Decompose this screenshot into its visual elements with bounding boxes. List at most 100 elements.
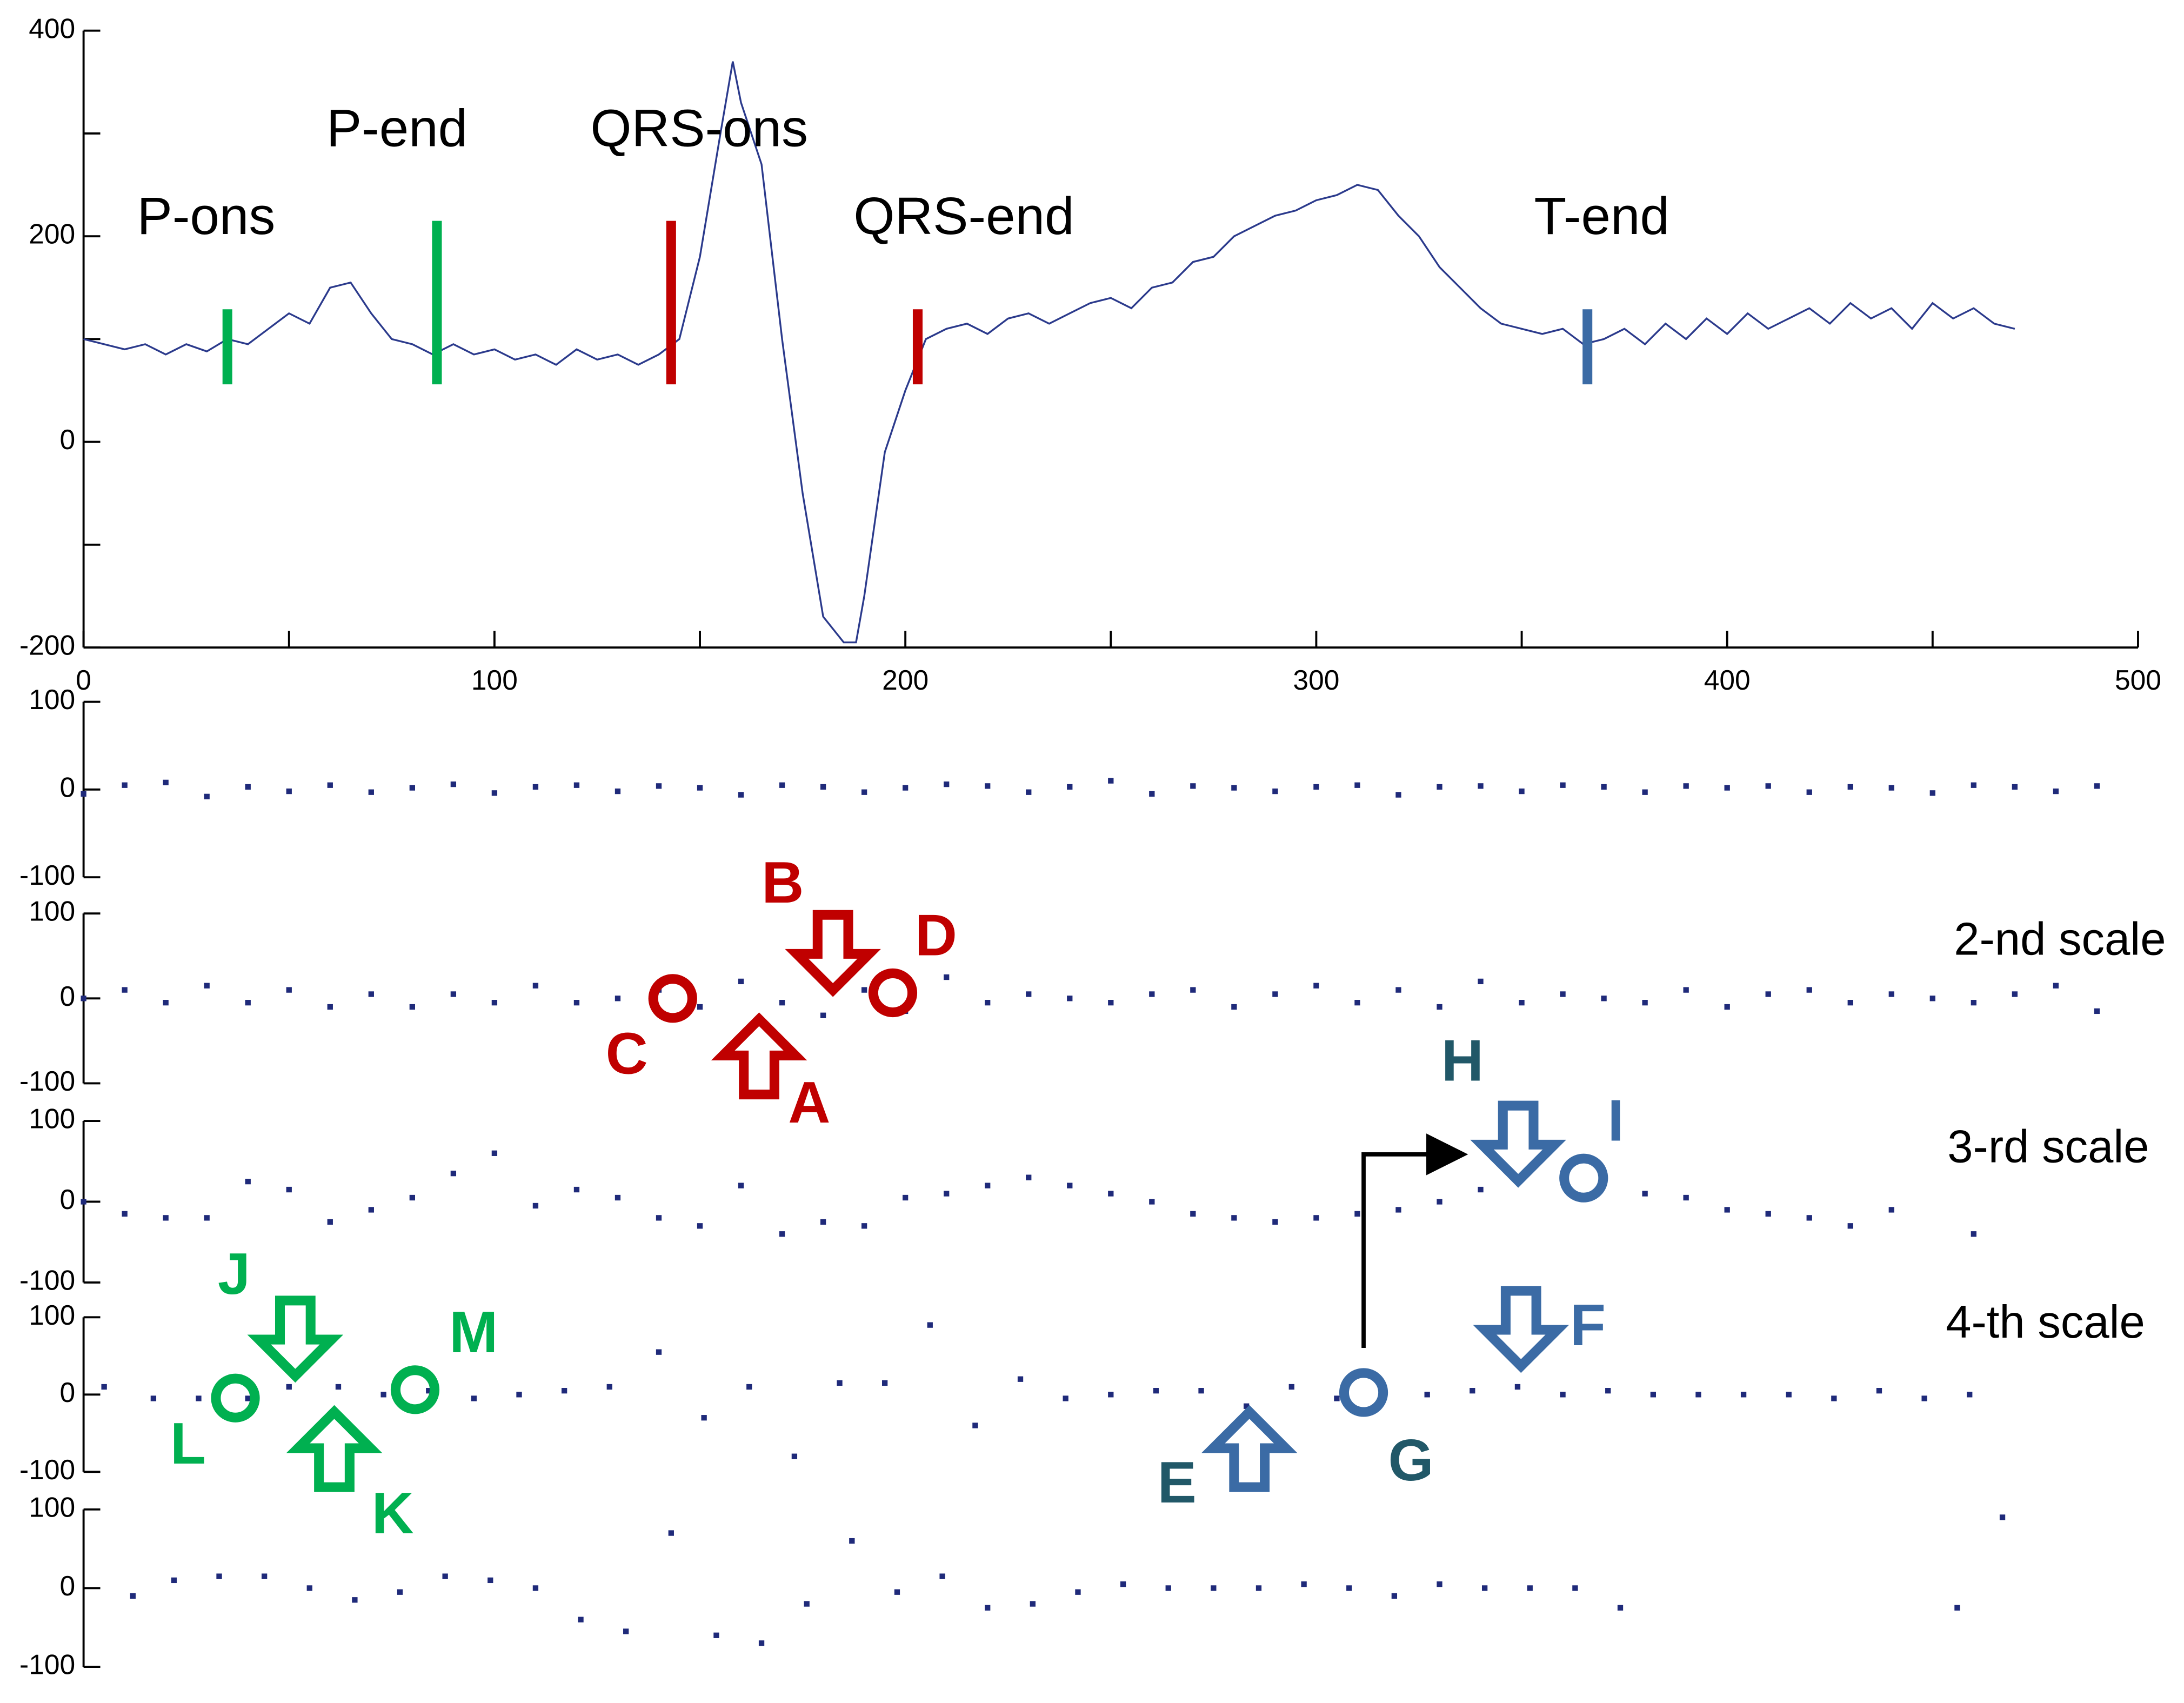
point: [327, 1004, 333, 1010]
point: [1847, 784, 1853, 790]
y-tick-label: 0: [60, 771, 76, 803]
marker-label: T-end: [1534, 186, 1669, 245]
panel: -100 0 100: [19, 1103, 1977, 1296]
point: [1231, 785, 1237, 791]
point: [245, 1395, 251, 1401]
y-tick-label: -200: [19, 630, 75, 661]
point: [352, 1597, 358, 1603]
point: [1929, 790, 1935, 796]
point: [171, 1577, 177, 1584]
point: [2053, 983, 2059, 989]
point: [2012, 991, 2018, 997]
point: [1354, 782, 1360, 788]
point: [573, 782, 580, 788]
point: [861, 1223, 867, 1229]
point: [532, 983, 539, 989]
point: [656, 1215, 662, 1221]
point: [327, 1219, 333, 1225]
point: [81, 996, 86, 1001]
y-tick-label: 100: [29, 1491, 75, 1522]
point: [1026, 1174, 1032, 1180]
point: [1391, 1593, 1398, 1599]
point: [1346, 1585, 1352, 1591]
y-tick-label: -100: [19, 1065, 75, 1097]
y-tick-label: 0: [60, 1570, 76, 1601]
point: [985, 783, 991, 789]
panel: -100 0 100: [19, 896, 2100, 1097]
point: [1108, 1392, 1114, 1398]
point: [1272, 788, 1278, 794]
point: [1030, 1601, 1036, 1607]
point: [944, 781, 950, 787]
point: [1354, 1000, 1360, 1006]
point: [1017, 1376, 1024, 1382]
point: [409, 785, 415, 791]
point: [623, 1628, 629, 1634]
annotation-label: J: [218, 1241, 250, 1306]
point: [738, 792, 744, 798]
point: [1683, 1194, 1689, 1201]
marker-label: QRS-ons: [590, 98, 808, 158]
point: [122, 987, 128, 993]
point: [903, 785, 909, 791]
point: [532, 1585, 539, 1591]
point: [491, 790, 498, 796]
point: [656, 783, 662, 789]
point: [532, 1203, 539, 1209]
point: [1478, 978, 1484, 985]
annotation-group: A B C D: [606, 850, 957, 1135]
point: [903, 1194, 909, 1201]
point: [738, 978, 744, 985]
point: [2094, 783, 2100, 789]
point: [1724, 1004, 1730, 1010]
point: [1063, 1395, 1068, 1401]
point: [1108, 1000, 1114, 1006]
point: [286, 1186, 292, 1193]
point: [81, 1199, 86, 1205]
annotation-label: D: [915, 903, 957, 968]
point: [1231, 1004, 1237, 1010]
point: [697, 785, 703, 791]
arrow-up: [723, 1019, 796, 1094]
arrow-down: [797, 915, 869, 990]
point: [1120, 1581, 1126, 1587]
point: [1149, 1199, 1155, 1205]
point: [656, 1349, 662, 1355]
point: [1954, 1605, 1960, 1611]
point: [758, 1640, 765, 1646]
point: [1067, 1183, 1073, 1188]
annotation-label: L: [170, 1411, 206, 1476]
point: [1165, 1585, 1171, 1591]
annotation-label: A: [788, 1070, 830, 1135]
point: [1437, 1199, 1442, 1205]
point: [1560, 1392, 1566, 1398]
point: [1272, 1219, 1278, 1225]
point: [1437, 1581, 1442, 1587]
point: [368, 1207, 374, 1213]
point: [335, 1384, 342, 1390]
point: [1190, 783, 1196, 789]
point: [1153, 1388, 1159, 1394]
panel: -100 0 100: [19, 1299, 1973, 1485]
y-tick-label: 200: [29, 218, 75, 250]
point: [713, 1632, 719, 1638]
point: [1272, 991, 1278, 997]
panel: -100 0 100: [19, 1491, 2006, 1680]
point: [122, 782, 128, 788]
point: [615, 996, 621, 1001]
point: [1683, 783, 1689, 789]
point: [944, 1191, 950, 1197]
point: [1572, 1585, 1578, 1591]
point: [2094, 1008, 2100, 1014]
y-tick-label: 100: [29, 1299, 75, 1331]
point: [130, 1593, 136, 1599]
point: [1478, 1186, 1484, 1193]
point: [1108, 778, 1114, 784]
point: [1831, 1395, 1837, 1401]
point: [1806, 789, 1812, 795]
annotation-label: G: [1388, 1427, 1434, 1493]
arrow-down: [1485, 1291, 1557, 1366]
point: [450, 1171, 457, 1177]
connector-arrow: [1361, 1133, 1468, 1348]
scale-title: 2-nd scale: [1954, 914, 2166, 965]
